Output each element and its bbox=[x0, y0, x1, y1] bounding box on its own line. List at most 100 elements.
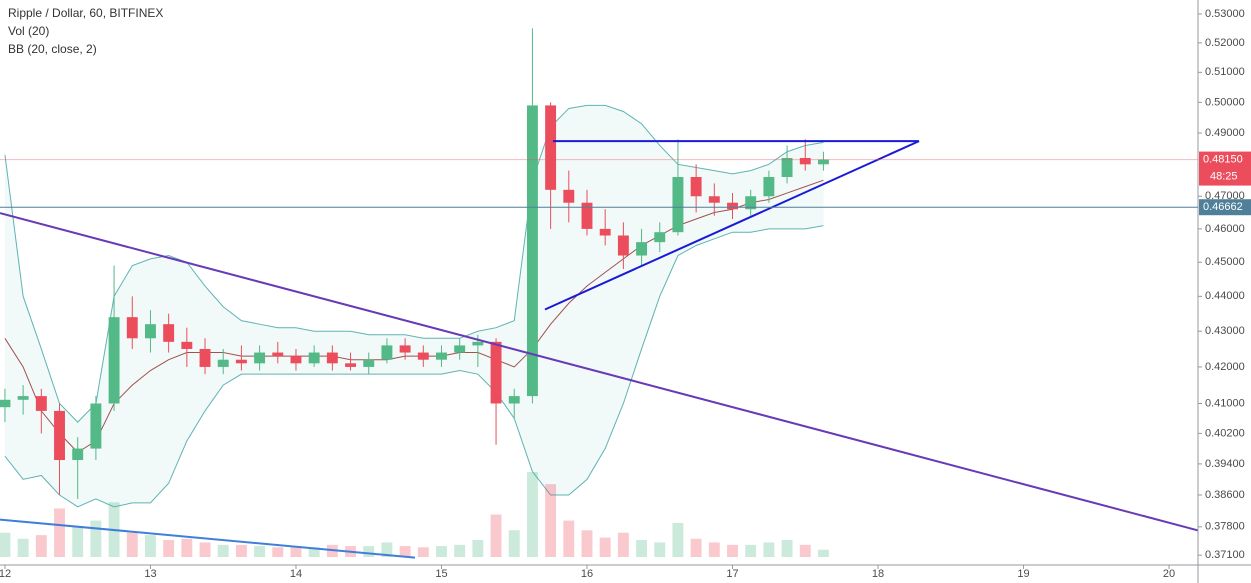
volume-bar bbox=[254, 546, 266, 557]
volume-bar bbox=[54, 508, 65, 557]
candle-body bbox=[163, 324, 175, 342]
candle-body bbox=[545, 105, 557, 190]
volume-bar bbox=[617, 532, 629, 557]
y-tick-label: 0.40200 bbox=[1205, 427, 1245, 439]
candle-body bbox=[563, 189, 575, 203]
candle-body bbox=[108, 317, 120, 404]
x-tick-label: 14 bbox=[290, 568, 302, 580]
volume-bar bbox=[563, 520, 575, 557]
trend-line bbox=[544, 140, 920, 311]
bb-middle bbox=[4, 179, 824, 454]
x-tick-label: 17 bbox=[726, 568, 738, 580]
y-tick-label: 0.39400 bbox=[1205, 458, 1245, 470]
candle-body bbox=[399, 345, 411, 353]
y-tick-label: 0.37100 bbox=[1205, 549, 1245, 561]
candle-body bbox=[17, 396, 29, 400]
y-tick-label: 0.38600 bbox=[1205, 489, 1245, 501]
volume-bar bbox=[745, 544, 757, 557]
price-label: 0.48150 bbox=[1203, 153, 1243, 165]
candle-body bbox=[599, 228, 611, 236]
y-tick-label: 0.43000 bbox=[1205, 325, 1245, 337]
candle-body bbox=[417, 352, 429, 360]
volume-bar bbox=[399, 546, 411, 557]
candle-body bbox=[817, 159, 829, 165]
volume-bar bbox=[508, 530, 520, 557]
volume-bar bbox=[781, 540, 793, 557]
volume-bar bbox=[90, 520, 102, 557]
volume-bar bbox=[199, 542, 211, 557]
volume-bar bbox=[599, 537, 611, 557]
candle-body bbox=[636, 242, 648, 256]
y-tick-label: 0.50000 bbox=[1205, 96, 1245, 108]
volume-bar bbox=[654, 542, 666, 557]
volume-bar bbox=[581, 530, 593, 557]
candle-body bbox=[72, 448, 84, 461]
volume-bar bbox=[17, 538, 29, 557]
volume-bar bbox=[145, 535, 156, 557]
y-tick-label: 0.44000 bbox=[1205, 290, 1245, 302]
volume-bar bbox=[454, 544, 466, 557]
y-tick-label: 0.47000 bbox=[1205, 190, 1245, 202]
candle-body bbox=[381, 345, 393, 360]
trend-line bbox=[0, 518, 416, 559]
candle-body bbox=[745, 196, 757, 210]
volume-bar bbox=[235, 544, 247, 557]
volume-bar bbox=[763, 542, 775, 557]
x-tick-label: 15 bbox=[435, 568, 447, 580]
y-tick-label: 0.52000 bbox=[1205, 37, 1245, 49]
volume-bar bbox=[526, 472, 538, 557]
chart-title: Ripple / Dollar, 60, BITFINEX bbox=[8, 6, 163, 20]
volume-bar bbox=[217, 544, 229, 557]
candle-body bbox=[199, 348, 211, 367]
candle-body bbox=[763, 177, 775, 197]
volume-bar bbox=[308, 547, 320, 557]
candle-body bbox=[181, 341, 193, 349]
y-tick-label: 0.37800 bbox=[1205, 521, 1245, 533]
candle-body bbox=[326, 352, 338, 364]
candle-body bbox=[90, 403, 102, 449]
x-tick-label: 19 bbox=[1017, 568, 1029, 580]
candle-body bbox=[345, 363, 356, 367]
bb-lower bbox=[4, 225, 824, 508]
x-tick-label: 16 bbox=[581, 568, 593, 580]
volume-bar bbox=[72, 526, 84, 557]
volume-bar bbox=[436, 546, 447, 557]
volume-bar bbox=[690, 538, 702, 557]
volume-bar bbox=[672, 523, 684, 557]
x-tick-label: 13 bbox=[144, 568, 156, 580]
x-tick-label: 20 bbox=[1163, 568, 1175, 580]
candle-body bbox=[217, 359, 229, 367]
volume-bar bbox=[708, 542, 720, 557]
candle-body bbox=[35, 396, 47, 411]
volume-bar bbox=[490, 514, 502, 557]
candle-body bbox=[672, 177, 684, 233]
volume-bar bbox=[472, 540, 484, 557]
bb-fill bbox=[4, 105, 824, 507]
volume-bar bbox=[545, 484, 557, 557]
price-label-box bbox=[1199, 199, 1251, 216]
volume-bar bbox=[727, 544, 738, 557]
volume-bar bbox=[272, 547, 284, 557]
bb-upper bbox=[4, 104, 824, 423]
y-tick-label: 0.53000 bbox=[1205, 8, 1245, 20]
volume-bar bbox=[290, 546, 302, 557]
volume-bar bbox=[181, 538, 193, 557]
volume-bar bbox=[417, 547, 429, 557]
candle-body bbox=[308, 352, 320, 364]
volume-bar bbox=[163, 540, 175, 557]
candle-body bbox=[436, 352, 447, 360]
x-tick-label: 18 bbox=[872, 568, 884, 580]
x-tick-label: 12 bbox=[0, 568, 11, 580]
candle-body bbox=[54, 410, 65, 461]
volume-bar bbox=[35, 535, 47, 557]
candle-body bbox=[290, 356, 302, 364]
candle-body bbox=[363, 359, 375, 367]
candle-body bbox=[126, 317, 138, 339]
y-tick-label: 0.42000 bbox=[1205, 361, 1245, 373]
y-tick-label: 0.51000 bbox=[1205, 66, 1245, 78]
candle-body bbox=[272, 352, 284, 357]
candle-body bbox=[0, 399, 11, 408]
candle-body bbox=[617, 235, 629, 256]
countdown-label: 48:25 bbox=[1210, 170, 1238, 182]
